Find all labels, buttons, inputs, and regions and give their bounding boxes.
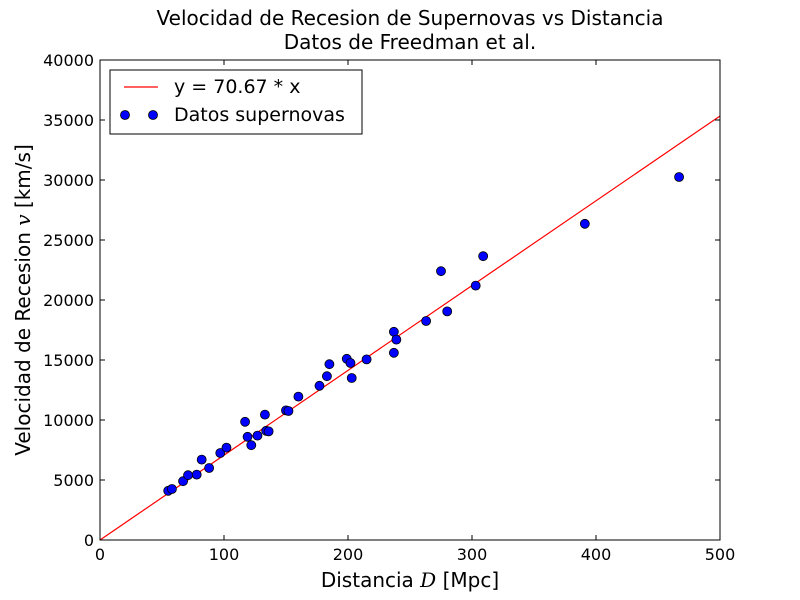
chart-subtitle: Datos de Freedman et al. [284,30,536,54]
data-point [314,380,325,391]
data-point [204,463,215,473]
y-tick-label: 5000 [53,471,94,490]
y-tick-label: 40000 [43,51,94,70]
y-tick-label: 25000 [43,231,94,250]
data-point [391,334,402,345]
y-tick-label: 35000 [43,111,94,130]
data-point [345,358,356,368]
y-tick-label: 15000 [43,351,94,370]
legend-entry-supernovae: Datos supernovas [174,104,345,126]
x-tick-label: 400 [581,545,612,564]
data-point [283,406,294,416]
data-point [436,266,446,277]
data-point [221,442,232,453]
x-tick-label: 300 [457,545,488,564]
legend-entry-fit-line: y = 70.67 * x [174,76,300,98]
data-point [167,484,177,494]
legend-point-swatch-1 [120,110,130,120]
data-point [183,470,193,481]
data-point [242,431,253,442]
x-tick-label: 200 [333,545,364,564]
data-point [322,371,332,382]
data-point [252,430,263,441]
x-tick-label: 0 [95,545,105,564]
y-tick-label: 30000 [43,171,94,190]
y-tick-label: 10000 [43,411,94,430]
chart-title: Velocidad de Recesion de Supernovas vs D… [157,6,664,30]
x-tick-label: 500 [705,545,736,564]
data-point [260,409,270,420]
data-point [215,448,226,458]
fit-line [100,115,720,540]
data-point [361,354,372,365]
data-point [293,391,304,402]
legend-box [109,69,363,135]
y-axis-label: Velocidad de Recesion v [km/s] [11,144,35,456]
data-point [346,373,357,383]
data-point [421,316,432,326]
data-point [579,218,590,229]
data-points [163,172,684,496]
data-point [196,454,207,465]
data-point [470,280,481,291]
y-tick-label: 20000 [43,291,94,310]
data-point [324,359,335,370]
data-point [674,172,684,182]
data-point [240,416,250,427]
axis-ticks: 0 100 200 300 400 500050001000015000200002500… [43,51,735,564]
y-tick-label: 0 [84,531,94,550]
data-point [388,347,399,358]
data-point [263,426,274,437]
data-point [478,251,489,262]
data-point [442,306,453,317]
x-axis-label: Distancia D [Mpc] [321,568,499,592]
legend: y = 70.67 * x Datos supernovas [109,69,363,135]
data-point [246,440,257,451]
data-point [191,469,202,480]
x-tick-label: 100 [209,545,240,564]
legend-point-swatch-2 [148,110,158,120]
